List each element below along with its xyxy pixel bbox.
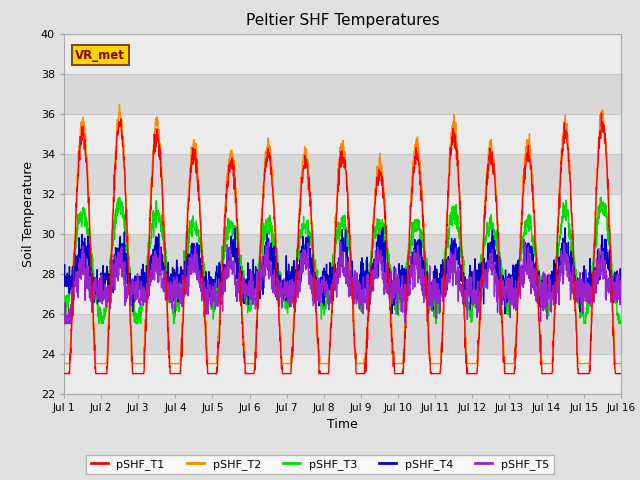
Bar bbox=[64, 193, 621, 234]
Bar bbox=[64, 154, 621, 193]
Text: VR_met: VR_met bbox=[75, 49, 125, 62]
Bar bbox=[64, 34, 621, 73]
Title: Peltier SHF Temperatures: Peltier SHF Temperatures bbox=[246, 13, 439, 28]
Bar bbox=[64, 354, 621, 394]
Bar bbox=[64, 313, 621, 354]
Legend: pSHF_T1, pSHF_T2, pSHF_T3, pSHF_T4, pSHF_T5: pSHF_T1, pSHF_T2, pSHF_T3, pSHF_T4, pSHF… bbox=[86, 455, 554, 474]
Bar bbox=[64, 73, 621, 114]
Bar bbox=[64, 274, 621, 313]
X-axis label: Time: Time bbox=[327, 418, 358, 431]
Bar bbox=[64, 234, 621, 274]
Bar bbox=[64, 114, 621, 154]
Y-axis label: Soil Temperature: Soil Temperature bbox=[22, 161, 35, 266]
